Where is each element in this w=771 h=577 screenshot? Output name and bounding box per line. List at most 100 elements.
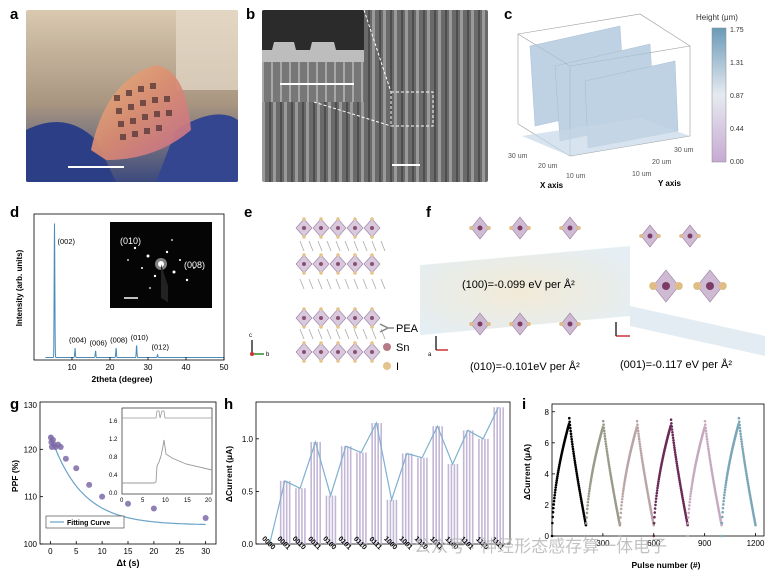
pulse-point [677,472,680,476]
pulse-point [749,496,752,499]
bar [295,488,297,544]
pulse-point [577,486,581,489]
g-ytick-label: 120 [24,445,38,454]
pulse-point [712,479,715,483]
i-atom [302,235,306,239]
pulse-point [720,534,723,538]
inset-ytick: 0.0 [109,491,118,497]
i-atom [319,271,323,275]
pulse-point [669,418,673,421]
pulse-point [608,465,611,468]
pulse-point [639,452,643,455]
h-category-label: 0000 [260,535,276,551]
pulse-point [619,516,622,519]
pulse-point [635,419,639,423]
pulse-point [576,476,579,479]
pulse-point [746,478,749,481]
pea-molecule [344,328,350,340]
inset-xtick: 20 [205,498,212,504]
bar [468,430,471,544]
pulse-point [721,506,725,510]
pulse-point [620,497,624,501]
zoom-box [390,91,434,127]
pulse-point [604,442,608,446]
bar [392,499,395,544]
i-atom [370,325,374,329]
pulse-point [622,485,626,488]
axes-indicator: a [428,322,630,358]
pulse-point [704,426,707,430]
bar [325,495,328,544]
bar [407,453,410,544]
bar [285,480,288,544]
pulse-point [738,423,741,427]
pea-molecule [371,328,377,340]
bar [301,488,303,544]
i-atom [319,359,323,363]
i-atom [353,359,357,363]
pea-molecule [299,278,305,290]
sn-atom [662,282,670,290]
pulse-cycle-1 [550,416,588,538]
pulse-point [746,482,750,485]
i-atom [469,226,474,230]
pulse-point [725,477,728,480]
sn-atom [370,262,374,266]
i-atom [656,234,661,238]
bar [343,446,346,544]
pulse-point [654,503,657,507]
i-atom [674,282,683,290]
panel-h-bars: 0.0 0.5 1.0 0000 0001 0010 0011 0100 0101 0110 011… [222,396,522,572]
pulse-point [574,465,578,469]
pulse-point [670,421,673,425]
pulse-point [709,463,713,466]
i-atom [559,226,564,230]
pulse-point [708,454,711,457]
pulse-point [641,463,645,466]
pulse-point [725,474,729,478]
i-ytick-label: 2 [545,501,550,510]
pulse-point [555,477,559,480]
pulse-point [672,441,676,445]
h-ytick-label: 1.0 [242,435,254,444]
bar [334,495,337,544]
legend-i: I [396,361,399,373]
ppf-point [49,436,56,443]
g-xtick-label: 5 [74,547,79,556]
bar [417,457,419,544]
pulse-point [610,479,613,483]
pulse-point [576,478,580,481]
pea-molecule [308,278,314,290]
d-peak-label: (008) [110,336,128,345]
pulse-point [747,486,751,489]
i-atom [370,271,374,275]
pulse-point [652,523,656,527]
pulse-point [644,479,647,483]
pulse-point [670,425,674,428]
pulse-point [747,488,751,491]
pulse-point [722,499,725,503]
pulse-point [742,454,745,458]
c-xtick: 10 um [566,173,586,180]
pulse-point [743,461,746,464]
pulse-point [607,458,610,462]
pulse-point [671,436,675,440]
pulse-point [590,476,593,480]
pulse-point [672,439,675,442]
bar [316,441,318,544]
legend-pea: PEA [396,323,419,335]
panel-g-ppf: 100 110 120 130 0 5 10 15 20 25 30 Δt (s) PPF (%) … [6,396,220,572]
sn-atom [517,225,523,231]
pulse-point [743,463,747,467]
panel-h-label: h [224,396,234,413]
pulse-point [713,485,716,489]
pulse-point [588,489,591,493]
inset-xtick: 5 [141,498,145,504]
sn-atom [477,225,483,231]
pulse-point [570,435,573,438]
sn-atom [370,350,374,354]
pulse-point [689,492,693,495]
i-atom [559,322,564,326]
pulse-point [723,493,726,497]
i-atom [486,226,491,230]
